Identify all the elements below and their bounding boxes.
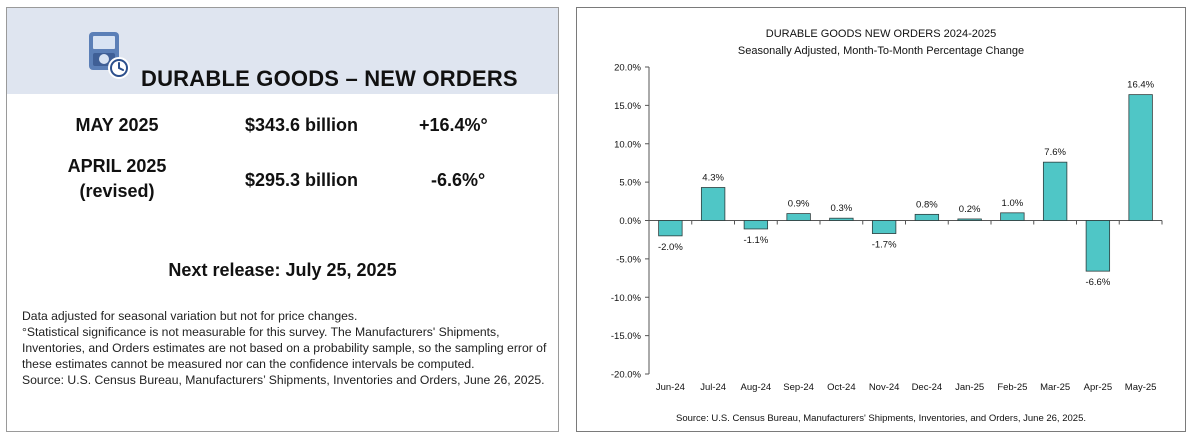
bar bbox=[1128, 94, 1153, 221]
row-may-period: MAY 2025 bbox=[75, 115, 159, 135]
data-label: -1.7% bbox=[872, 240, 897, 251]
summary-title: DURABLE GOODS – NEW ORDERS bbox=[141, 66, 518, 91]
x-tick-label: Oct-24 bbox=[827, 382, 856, 393]
x-tick-label: Jun-24 bbox=[656, 382, 685, 393]
row-april-revised: (revised) bbox=[79, 181, 155, 201]
x-tick-label: Nov-24 bbox=[869, 382, 900, 393]
y-tick-label: 0.0% bbox=[619, 216, 641, 227]
footnote-seasonal: Data adjusted for seasonal variation but… bbox=[22, 309, 358, 323]
y-tick-label: 15.0% bbox=[614, 101, 641, 112]
data-label: 1.0% bbox=[1002, 198, 1024, 209]
chart-bars bbox=[658, 94, 1153, 272]
x-tick-label: Feb-25 bbox=[997, 382, 1027, 393]
y-tick-label: 10.0% bbox=[614, 139, 641, 150]
bar bbox=[743, 220, 769, 230]
y-tick-label: -20.0% bbox=[611, 370, 642, 381]
chart-title: DURABLE GOODS NEW ORDERS 2024-2025 bbox=[766, 28, 996, 40]
bar bbox=[1085, 220, 1111, 272]
y-tick-label: 5.0% bbox=[619, 178, 641, 189]
x-tick-label: Dec-24 bbox=[912, 382, 943, 393]
y-tick-label: -10.0% bbox=[611, 293, 642, 304]
data-label: 0.2% bbox=[959, 204, 981, 215]
chart-axes: 20.0% 15.0% 10.0% 5.0% 0.0% -5.0% -10.0% -15.0%… bbox=[611, 63, 1163, 381]
row-april-amount: $295.3 billion bbox=[245, 170, 359, 190]
next-release: Next release: July 25, 2025 bbox=[168, 260, 397, 280]
bar bbox=[829, 217, 854, 221]
bar-chart: DURABLE GOODS NEW ORDERS 2024-2025 Seaso… bbox=[611, 28, 1163, 424]
footnotes: Data adjusted for seasonal variation but… bbox=[22, 308, 552, 388]
chart-subtitle: Seasonally Adjusted, Month-To-Month Perc… bbox=[738, 45, 1024, 57]
data-label: 16.4% bbox=[1127, 80, 1154, 91]
footnote-significance: °Statistical significance is not measura… bbox=[22, 325, 547, 371]
y-tick-label: -5.0% bbox=[616, 254, 641, 265]
data-label: 0.8% bbox=[916, 199, 938, 210]
bar bbox=[957, 218, 982, 221]
data-label: -2.0% bbox=[658, 242, 683, 253]
data-label: -6.6% bbox=[1085, 277, 1110, 288]
chart-source: Source: U.S. Census Bureau, Manufacturer… bbox=[676, 413, 1086, 424]
chart-labels: -2.0% Jun-24 4.3% Jul-24 -1.1% Aug-24 0.9% Sep-… bbox=[656, 80, 1157, 393]
summary-panel: DURABLE GOODS – NEW ORDERS MAY 2025 $343… bbox=[6, 7, 559, 432]
x-tick-label: Aug-24 bbox=[741, 382, 772, 393]
footnote-source: Source: U.S. Census Bureau, Manufacturer… bbox=[22, 373, 545, 387]
calculator-clock-icon bbox=[87, 31, 133, 81]
bar bbox=[1000, 212, 1025, 221]
bar bbox=[658, 220, 683, 237]
bar bbox=[786, 213, 811, 221]
x-tick-label: Apr-25 bbox=[1084, 382, 1113, 393]
x-tick-label: Jan-25 bbox=[955, 382, 984, 393]
x-tick-label: Sep-24 bbox=[783, 382, 814, 393]
data-label: 4.3% bbox=[702, 172, 724, 183]
row-april-change: -6.6%° bbox=[431, 170, 486, 190]
bar bbox=[700, 187, 726, 221]
data-label: 7.6% bbox=[1044, 147, 1066, 158]
x-tick-label: Jul-24 bbox=[700, 382, 726, 393]
bar bbox=[914, 213, 940, 221]
chart-panel: DURABLE GOODS NEW ORDERS 2024-2025 Seaso… bbox=[576, 7, 1186, 432]
row-may-change: +16.4%° bbox=[419, 115, 488, 135]
data-label: 0.9% bbox=[788, 199, 810, 210]
data-label: 0.3% bbox=[831, 203, 853, 214]
row-may-amount: $343.6 billion bbox=[245, 115, 359, 135]
x-tick-label: May-25 bbox=[1125, 382, 1157, 393]
bar bbox=[871, 220, 897, 234]
y-tick-label: -15.0% bbox=[611, 331, 642, 342]
y-tick-label: 20.0% bbox=[614, 63, 641, 74]
x-tick-label: Mar-25 bbox=[1040, 382, 1070, 393]
data-label: -1.1% bbox=[743, 235, 768, 246]
row-april-period: APRIL 2025 bbox=[67, 156, 167, 176]
bar bbox=[1042, 161, 1068, 221]
